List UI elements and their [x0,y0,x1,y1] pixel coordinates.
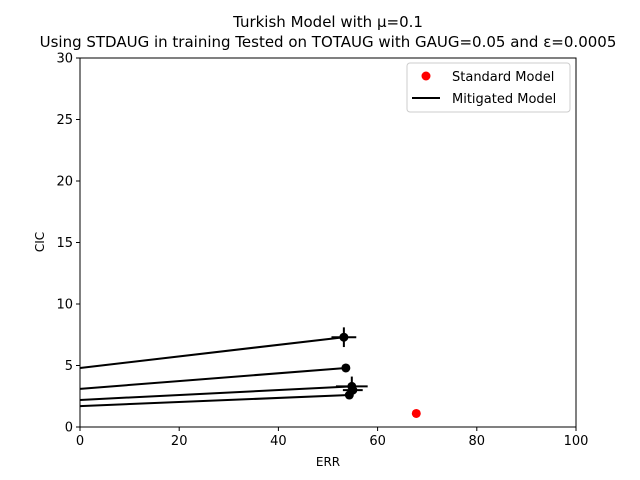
legend-box [406,62,571,113]
x-tick-label: 40 [270,434,287,449]
standard-point [411,408,421,418]
y-tick-label: 25 [56,113,73,128]
y-tick-label: 0 [65,421,73,436]
legend-mitigated-label: Mitigated Model [452,92,556,107]
x-axis-ticks: 0 20 40 60 80 100 [76,427,589,449]
legend-standard-label: Standard Model [452,70,554,85]
y-tick-label: 15 [56,236,73,251]
mitigated-point [341,363,351,373]
legend: Standard Model Mitigated Model [406,62,571,113]
x-tick-label: 80 [469,434,486,449]
mitigated-point [339,332,349,342]
y-axis-ticks: 0 5 10 15 20 25 30 [56,52,80,436]
y-tick-label: 20 [56,175,73,190]
y-tick-label: 10 [56,298,73,313]
mitigated-line [79,366,346,390]
chart-title-line-1: Turkish Model with μ=0.1 [232,13,423,31]
x-tick-label: 100 [564,434,589,449]
plot-content [79,327,421,418]
x-tick-label: 60 [369,434,386,449]
chart-title-line-2: Using STDAUG in training Tested on TOTAU… [40,33,617,51]
y-tick-label: 30 [56,52,73,67]
mitigated-line [79,394,350,408]
mitigated-line [79,336,344,369]
x-tick-label: 0 [76,434,84,449]
x-axis-label: ERR [316,455,340,469]
mitigated-point [344,390,354,400]
y-tick-label: 5 [65,359,73,374]
x-tick-label: 20 [171,434,188,449]
mitigated-line [79,385,352,401]
legend-standard-marker [421,71,431,81]
y-axis-label: CIC [33,232,47,252]
